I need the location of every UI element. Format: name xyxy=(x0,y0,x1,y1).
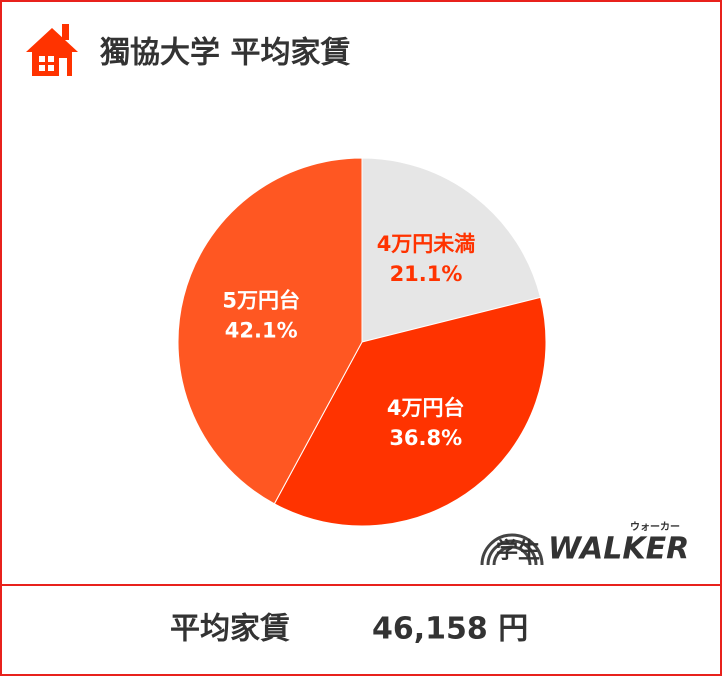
logo-kanji: 学生 xyxy=(496,538,540,564)
pie: 4万円未満 21.1% 4万円台 36.8% 5万円台 42.1% xyxy=(177,157,547,527)
slice-category: 5万円台 xyxy=(222,288,300,312)
slice-value: 21.1% xyxy=(390,262,463,286)
logo-kana: ウォーカー xyxy=(630,521,680,533)
slice-value: 42.1% xyxy=(225,318,298,342)
pie-slice xyxy=(273,296,547,527)
slice-category: 4万円台 xyxy=(387,396,465,420)
pie-slice xyxy=(177,157,363,505)
slice-category: 4万円未満 xyxy=(377,232,476,256)
footer-value: 46,158 円 xyxy=(372,612,528,647)
logo: 学生 WALKER ウォーカー xyxy=(480,521,689,567)
logo-brand: WALKER xyxy=(548,532,689,567)
pie-slice xyxy=(361,157,542,343)
slice-value: 36.8% xyxy=(389,426,462,450)
house-icon xyxy=(26,24,78,76)
footer-label: 平均家賃 xyxy=(170,612,290,647)
chart-title: 獨協大学 平均家賃 xyxy=(100,36,350,71)
